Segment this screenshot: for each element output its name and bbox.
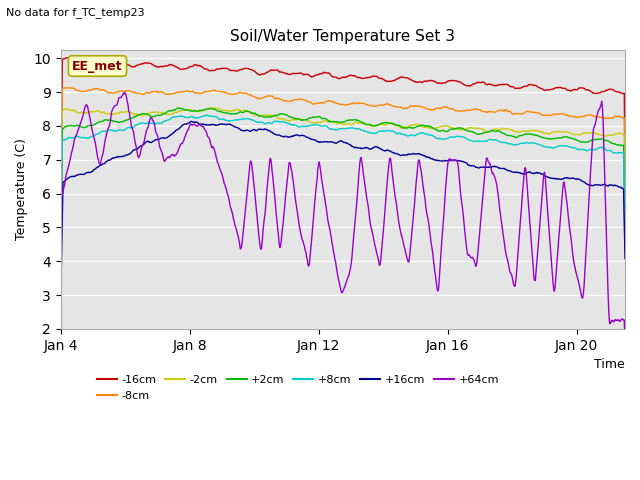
-8cm [621,185,629,191]
-2cm [417,122,425,128]
-2cm [621,198,629,204]
+8cm [92,132,99,138]
-2cm [207,105,214,110]
+64cm [543,204,551,209]
-2cm [57,251,65,256]
-16cm [417,79,425,85]
-8cm [57,240,65,246]
-16cm [385,78,393,84]
-16cm [543,87,551,93]
-2cm [400,124,408,130]
-2cm [543,130,551,136]
+8cm [417,130,425,136]
Line: -8cm: -8cm [61,88,625,243]
+8cm [385,128,393,134]
+2cm [57,234,65,240]
+8cm [543,144,551,150]
+16cm [400,152,408,158]
+16cm [621,256,629,262]
Line: -16cm: -16cm [61,58,625,228]
+8cm [486,137,493,143]
+8cm [621,247,629,253]
+16cm [188,119,195,124]
+16cm [417,152,425,157]
+64cm [92,141,99,147]
-16cm [57,225,65,231]
+64cm [385,158,393,164]
Line: +8cm: +8cm [61,115,625,250]
+2cm [543,136,551,142]
-8cm [417,104,425,109]
-16cm [621,166,629,172]
-2cm [486,129,493,134]
Text: No data for f_TC_temp23: No data for f_TC_temp23 [6,7,145,18]
Line: -2cm: -2cm [61,108,625,253]
-8cm [64,85,72,91]
Y-axis label: Temperature (C): Temperature (C) [15,138,28,240]
+2cm [175,105,182,111]
-16cm [92,58,100,64]
X-axis label: Time: Time [595,358,625,371]
-16cm [64,55,72,60]
+2cm [417,123,425,129]
-16cm [486,82,493,87]
-8cm [385,101,393,107]
-8cm [92,86,100,92]
-8cm [486,108,493,114]
Line: +2cm: +2cm [61,108,625,246]
Line: +16cm: +16cm [61,121,625,290]
Legend: -16cm, -8cm, -2cm, +2cm, +8cm, +16cm, +64cm: -16cm, -8cm, -2cm, +2cm, +8cm, +16cm, +6… [92,371,503,405]
Title: Soil/Water Temperature Set 3: Soil/Water Temperature Set 3 [230,29,456,44]
+2cm [486,129,493,134]
+16cm [543,174,551,180]
+64cm [57,260,65,266]
+8cm [202,112,210,118]
-16cm [400,75,408,81]
+16cm [486,164,493,170]
+2cm [92,121,99,127]
+64cm [120,89,128,95]
-8cm [543,112,551,118]
+2cm [621,243,629,249]
+8cm [57,240,65,246]
-2cm [92,108,99,114]
+64cm [621,343,629,348]
+16cm [57,287,65,293]
Line: +64cm: +64cm [61,92,625,346]
+16cm [92,166,99,172]
+64cm [417,167,425,173]
Text: EE_met: EE_met [72,60,123,72]
+64cm [486,161,493,167]
-2cm [385,120,393,126]
+2cm [385,120,393,126]
+2cm [400,125,408,131]
-8cm [400,106,408,112]
+8cm [400,132,408,137]
+64cm [400,243,408,249]
+16cm [385,148,393,154]
